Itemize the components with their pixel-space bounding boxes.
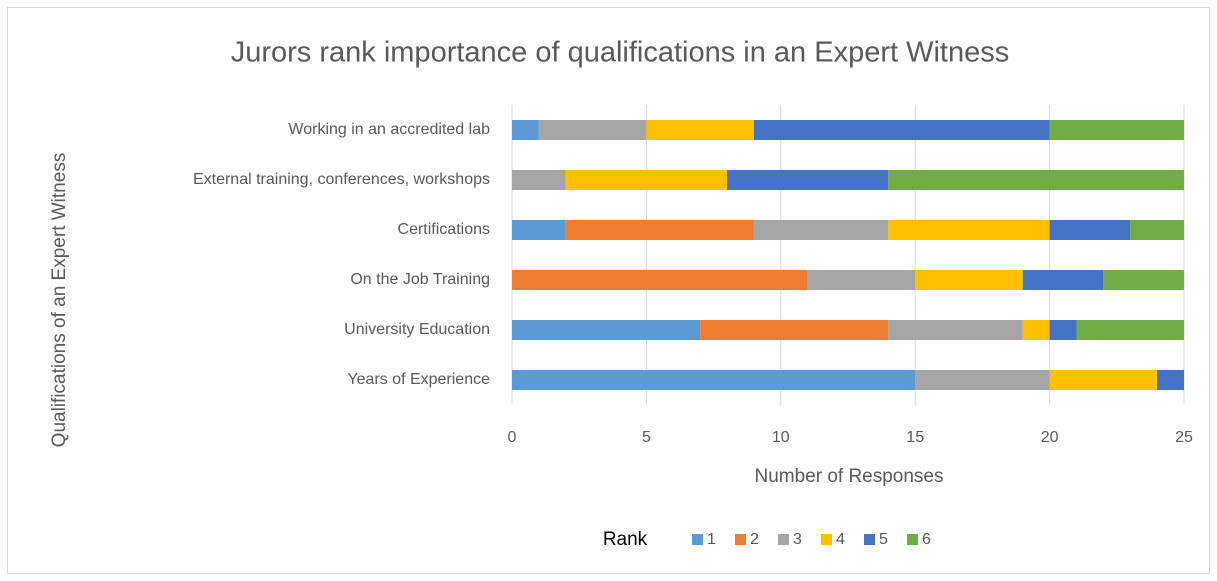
legend-swatch [692, 534, 703, 545]
x-tick-label: 25 [1175, 429, 1193, 446]
bar-segment [646, 120, 754, 140]
chart-title: Jurors rank importance of qualifications… [231, 37, 1010, 69]
bar-segment [1103, 270, 1184, 290]
bar-segment [727, 170, 889, 190]
y-axis-label: Qualifications of an Expert Witness [49, 153, 70, 448]
y-tick-label: External training, conferences, workshop… [193, 171, 490, 188]
legend-swatch [778, 534, 789, 545]
x-axis-label: Number of Responses [754, 466, 943, 487]
legend-swatch [735, 534, 746, 545]
bar-segment [565, 170, 728, 190]
bar-segment [1049, 320, 1077, 340]
bar-segment [1049, 220, 1131, 240]
x-tick-label: 10 [772, 429, 790, 446]
bar-segment [512, 320, 701, 340]
x-tick-label: 20 [1041, 429, 1059, 446]
y-tick-label: Working in an accredited lab [288, 121, 490, 138]
x-tick-label: 15 [906, 429, 924, 446]
bar-segment [888, 220, 1050, 240]
legend-label: 3 [793, 531, 802, 548]
bar-segment [888, 170, 1184, 190]
chart-border [7, 7, 1210, 574]
bar-segment [753, 120, 1050, 140]
bar-segment [512, 120, 539, 140]
legend-swatch [821, 534, 832, 545]
bar-segment [565, 220, 754, 240]
x-tick-label: 0 [508, 429, 517, 446]
legend-label: 4 [836, 531, 845, 548]
legend-title: Rank [603, 529, 648, 550]
legend-label: 6 [922, 531, 931, 548]
y-tick-label: Years of Experience [347, 371, 490, 388]
bar-segment [1049, 370, 1158, 390]
bar-segment [1022, 320, 1050, 340]
y-tick-label: Certifications [398, 221, 490, 238]
bar-segment [1130, 220, 1184, 240]
bar-segment [700, 320, 889, 340]
bar-segment [888, 320, 1023, 340]
legend-label: 5 [879, 531, 888, 548]
bar-segment [512, 370, 916, 390]
bar-segment [1157, 370, 1184, 390]
bar-segment [1022, 270, 1104, 290]
legend-swatch [864, 534, 875, 545]
y-tick-label: University Education [344, 321, 490, 338]
legend-swatch [907, 534, 918, 545]
x-tick-label: 5 [642, 429, 651, 446]
bar-segment [1076, 320, 1184, 340]
legend-label: 2 [750, 531, 759, 548]
bar-segment [512, 170, 566, 190]
bar-segment [915, 270, 1023, 290]
bar-segment [512, 220, 566, 240]
bar-segment [512, 270, 808, 290]
legend-label: 1 [707, 531, 716, 548]
bar-segment [753, 220, 889, 240]
y-tick-label: On the Job Training [350, 271, 490, 288]
bar-segment [915, 370, 1050, 390]
bar-segment [1049, 120, 1184, 140]
bar-segment [807, 270, 916, 290]
bar-segment [538, 120, 647, 140]
